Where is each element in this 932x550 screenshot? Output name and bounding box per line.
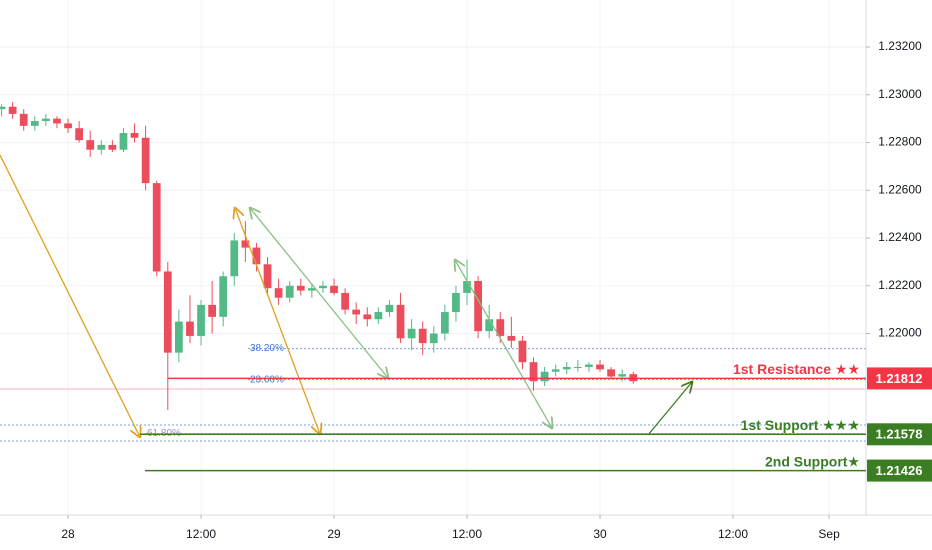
candle-body — [208, 304, 217, 317]
candle-body — [429, 333, 438, 344]
y-tick-label: 1.23200 — [878, 39, 922, 53]
candle-body — [119, 132, 128, 150]
candle-body — [319, 285, 327, 289]
candle-body — [396, 304, 405, 339]
candle-body — [463, 281, 471, 293]
drawings — [0, 154, 692, 437]
level-price: 1.21812 — [876, 371, 923, 386]
candle-body — [97, 144, 106, 150]
candle-body — [0, 106, 6, 110]
candle-body — [19, 113, 28, 126]
grid — [0, 0, 866, 515]
candle-body — [363, 314, 372, 320]
fib-label: 38.20% — [250, 343, 284, 354]
y-tick-label: 1.22000 — [878, 326, 922, 340]
candle-body — [296, 285, 305, 291]
level-name: 1st Support ★★★ — [741, 417, 860, 433]
arrow — [250, 208, 388, 378]
x-tick-label: 12:00 — [186, 527, 216, 541]
candle-body — [540, 371, 549, 382]
candle-body — [186, 321, 194, 336]
candle-body — [8, 106, 17, 114]
candle-body — [141, 137, 150, 184]
candle-body — [507, 335, 516, 341]
arrow — [647, 382, 692, 436]
candle-body — [551, 369, 560, 372]
y-tick-label: 1.22400 — [878, 230, 922, 244]
candle-body — [474, 281, 482, 332]
x-tick-label: 12:00 — [718, 527, 748, 541]
x-tick-label: 29 — [327, 527, 341, 541]
candle-body — [562, 366, 571, 370]
level-box — [867, 367, 932, 390]
candle-body — [219, 276, 228, 317]
candle-body — [607, 369, 615, 377]
candle-body — [596, 364, 604, 370]
y-tick-label: 1.22800 — [878, 135, 922, 149]
candle-body — [75, 128, 84, 141]
level-price: 1.21426 — [876, 463, 923, 478]
candle-body — [407, 328, 416, 339]
candle-body — [418, 328, 427, 344]
x-tick-label: 12:00 — [452, 527, 482, 541]
candle-body — [42, 118, 50, 122]
level-name: 1st Resistance ★★ — [733, 361, 860, 377]
level-box — [867, 459, 932, 482]
candle-body — [174, 321, 183, 353]
candle-body — [341, 292, 349, 310]
candle-body — [452, 292, 460, 313]
candle-body — [197, 304, 205, 336]
candle-body — [108, 144, 117, 150]
candle-body — [374, 312, 383, 320]
candle-body — [252, 247, 261, 265]
candle-body — [440, 312, 449, 334]
level-box — [867, 423, 932, 446]
candle-body — [230, 240, 239, 277]
arrow — [0, 154, 140, 437]
y-tick-label: 1.22600 — [878, 182, 922, 196]
candle-body — [385, 304, 394, 313]
x-tick-label: 28 — [61, 527, 75, 541]
candle-body — [585, 364, 593, 367]
candle-body — [618, 374, 627, 377]
y-tick-label: 1.22200 — [878, 278, 922, 292]
candle-body — [330, 285, 338, 293]
candle-body — [573, 366, 582, 368]
fib-label: 23.60% — [250, 374, 284, 385]
candle-body — [285, 285, 294, 298]
candle-body — [274, 288, 283, 298]
candle-body — [352, 309, 361, 315]
candle-body — [53, 118, 61, 124]
candle-body — [86, 140, 95, 150]
y-tick-label: 1.23000 — [878, 87, 922, 101]
level-price: 1.21578 — [876, 427, 923, 442]
candle-body — [518, 340, 527, 363]
candle-body — [152, 183, 161, 272]
x-tick-label: 30 — [593, 527, 607, 541]
candle-body — [64, 123, 72, 129]
level-name: 2nd Support★ — [765, 453, 860, 469]
x-tick-label: Sep — [818, 527, 840, 541]
arrow — [455, 260, 552, 428]
candle-body — [130, 132, 139, 138]
candle-body — [30, 121, 39, 126]
candle-body — [263, 264, 272, 289]
candle-body — [163, 271, 172, 353]
